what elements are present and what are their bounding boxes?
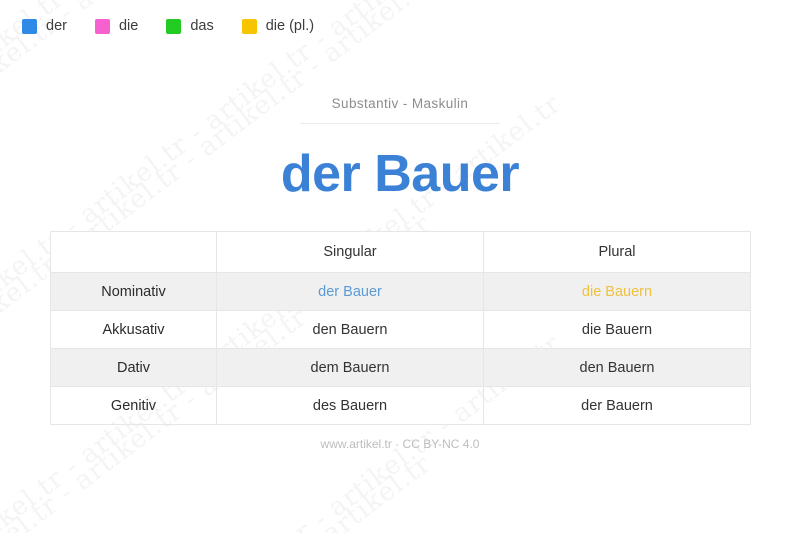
cell-case: Dativ bbox=[50, 348, 217, 388]
article-color-legend: der die das die (pl.) bbox=[0, 0, 800, 34]
legend-item-label: der bbox=[46, 18, 67, 34]
cell-case: Genitiv bbox=[50, 386, 217, 426]
color-swatch-icon bbox=[241, 18, 257, 34]
cell-plural: die Bauern bbox=[483, 310, 751, 350]
legend-item-label: das bbox=[190, 18, 214, 34]
legend-item-das: das bbox=[166, 18, 214, 34]
table-row: Akkusativ den Bauern die Bauern bbox=[50, 310, 751, 350]
column-header-plural: Plural bbox=[483, 231, 751, 274]
word-header: Substantiv - Maskulin der Bauer bbox=[0, 96, 800, 203]
legend-item-label: die bbox=[118, 18, 139, 34]
cell-plural: den Bauern bbox=[483, 348, 751, 388]
cell-case: Nominativ bbox=[50, 272, 217, 312]
legend-item-die: die bbox=[94, 18, 139, 34]
cell-singular: des Bauern bbox=[216, 386, 484, 426]
table-row: Nominativ der Bauer die Bauern bbox=[50, 272, 751, 312]
legend-item-label: die (pl.) bbox=[265, 18, 315, 34]
table-header-row: Singular Plural bbox=[50, 231, 751, 274]
cell-singular: den Bauern bbox=[216, 310, 484, 350]
declension-table: Singular Plural Nominativ der Bauer die Ba… bbox=[50, 231, 751, 426]
legend-item-der: der bbox=[22, 18, 67, 34]
cell-plural: die Bauern bbox=[483, 272, 751, 312]
footer-credit: www.artikel.tr · CC BY-NC 4.0 bbox=[320, 437, 480, 452]
word-subtitle: Substantiv - Maskulin bbox=[331, 96, 469, 111]
table-row: Genitiv des Bauern der Bauern bbox=[50, 386, 751, 426]
declension-table-wrapper: Singular Plural Nominativ der Bauer die Ba… bbox=[50, 231, 751, 426]
table-header: Singular Plural bbox=[50, 231, 751, 274]
legend-item-diepl: die (pl.) bbox=[241, 18, 315, 34]
color-swatch-icon bbox=[166, 18, 182, 34]
cell-singular: der Bauer bbox=[216, 272, 484, 312]
color-swatch-icon bbox=[22, 18, 37, 34]
column-header-singular: Singular bbox=[216, 231, 484, 274]
table-body: Nominativ der Bauer die Bauern Akkusativ den… bbox=[50, 272, 751, 426]
header-divider bbox=[300, 123, 500, 124]
cell-plural: der Bauern bbox=[483, 386, 751, 426]
cell-case: Akkusativ bbox=[50, 310, 217, 350]
page-title: der Bauer bbox=[280, 145, 520, 203]
color-swatch-icon bbox=[94, 18, 110, 34]
column-header-case bbox=[50, 231, 217, 274]
table-row: Dativ dem Bauern den Bauern bbox=[50, 348, 751, 388]
cell-singular: dem Bauern bbox=[216, 348, 484, 388]
